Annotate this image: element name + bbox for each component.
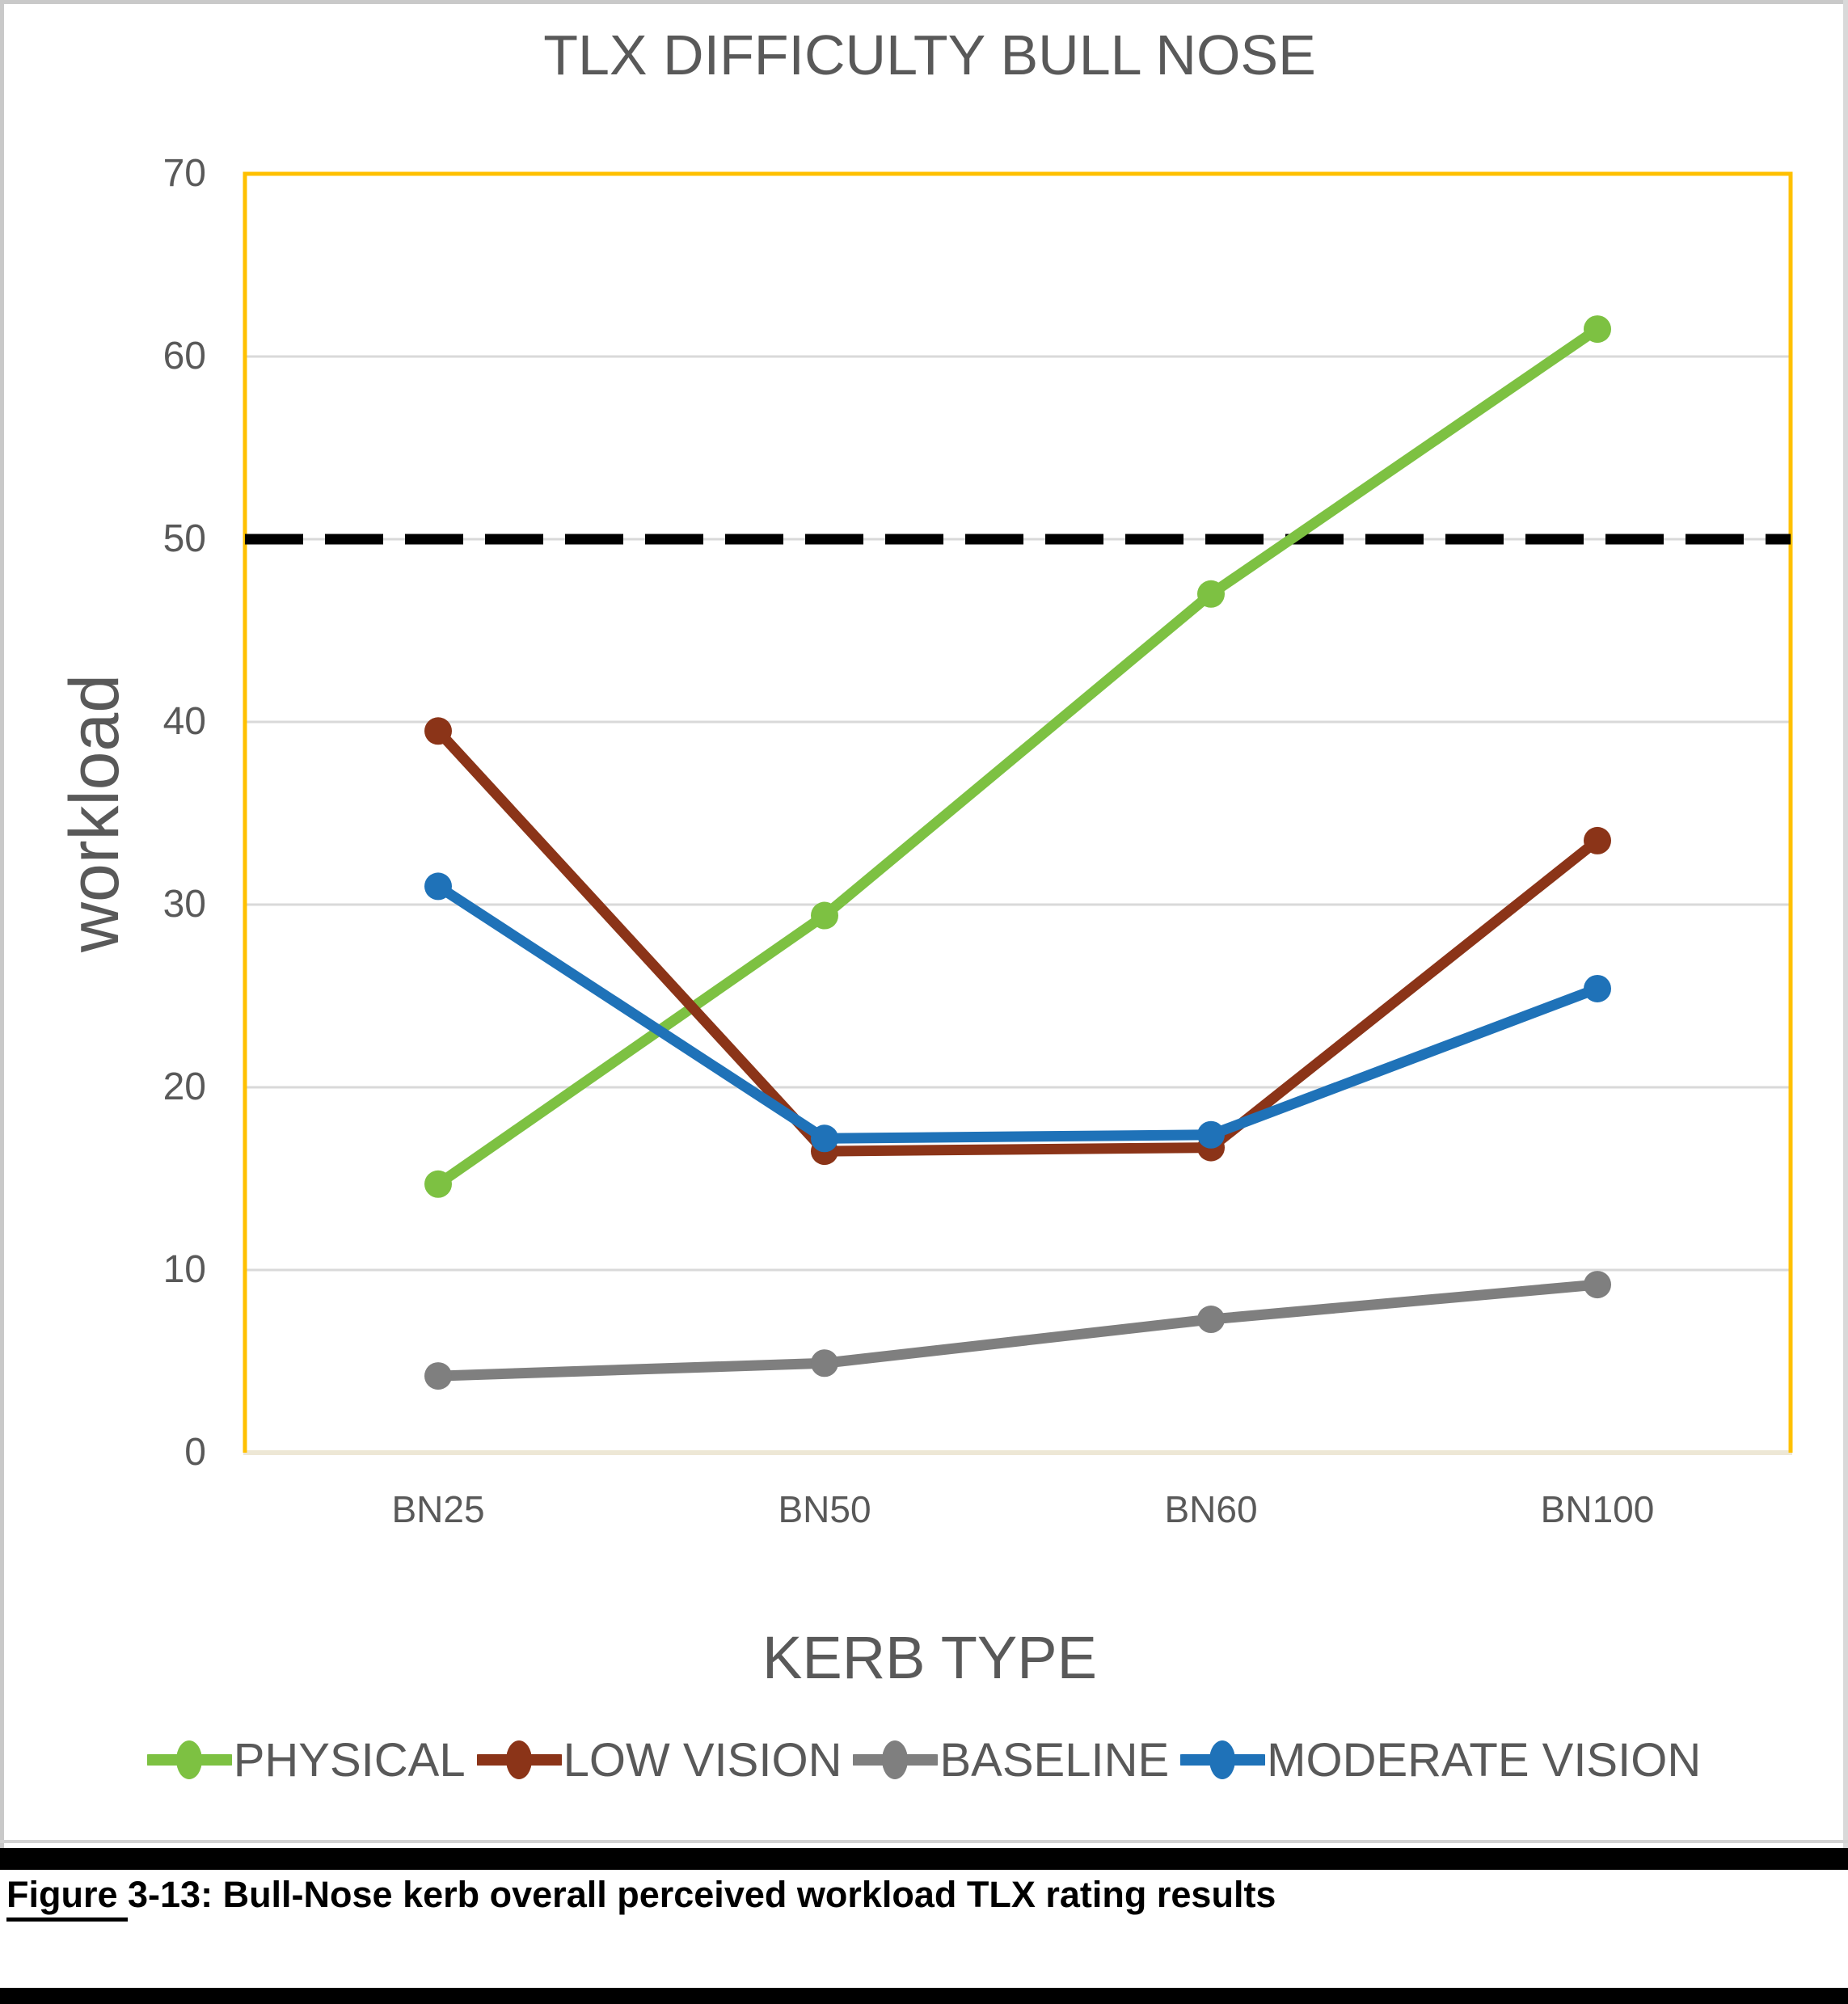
- series-line-physical: [432, 323, 1603, 1190]
- chart-title: TLX DIFFICULTY BULL NOSE: [543, 23, 1316, 86]
- series-marker-baseline-BN60: [1197, 1306, 1225, 1334]
- figure-caption-text: 3-13: Bull-Nose kerb overall perceived w…: [128, 1874, 1276, 1915]
- x-axis-title: KERB TYPE: [762, 1624, 1097, 1691]
- line-chart-plot: [243, 171, 1793, 1455]
- y-tick-label-0: 0: [184, 1431, 206, 1474]
- series-marker-physical-BN60: [1197, 580, 1225, 608]
- series-marker-low-vision-BN100: [1584, 826, 1611, 854]
- legend-item-low-vision: LOW VISION: [476, 1728, 842, 1791]
- y-tick-label-20: 20: [162, 1065, 206, 1108]
- y-tick-label-10: 10: [162, 1248, 206, 1291]
- black-bottom-bar: [0, 1988, 1848, 2004]
- legend-label-baseline: BASELINE: [939, 1733, 1170, 1787]
- legend-label-moderate-vision: MODERATE VISION: [1267, 1733, 1702, 1787]
- legend-label-physical: PHYSICAL: [233, 1733, 466, 1787]
- page-left-border: [0, 0, 4, 1848]
- series-line-low-vision: [432, 725, 1603, 1157]
- figure-caption: Figure 3-13: Bull-Nose kerb overall perc…: [6, 1874, 1842, 1922]
- page-right-border: [1843, 0, 1848, 1848]
- separator-rule: [0, 1840, 1848, 1843]
- y-tick-label-70: 70: [162, 152, 206, 195]
- y-tick-label-60: 60: [162, 335, 206, 378]
- series-marker-moderate-vision-BN100: [1584, 974, 1611, 1002]
- y-tick-label-50: 50: [162, 517, 206, 560]
- series-line-moderate-vision: [432, 880, 1603, 1144]
- chart-legend: PHYSICAL LOW VISION BASELINE MODERATE VISIO…: [0, 1728, 1848, 1791]
- x-tick-label-BN50: BN50: [778, 1488, 871, 1530]
- x-tick-label-BN25: BN25: [391, 1488, 485, 1530]
- series-line-baseline: [432, 1279, 1603, 1382]
- y-tick-label-30: 30: [162, 883, 206, 926]
- legend-item-physical: PHYSICAL: [146, 1728, 466, 1791]
- series-marker-baseline-BN50: [811, 1349, 838, 1377]
- y-tick-label-40: 40: [162, 700, 206, 743]
- series-marker-physical-BN100: [1584, 315, 1611, 344]
- series-marker-physical-BN50: [811, 901, 838, 930]
- legend-marker-moderate-vision: [1180, 1740, 1266, 1779]
- series-marker-low-vision-BN25: [424, 717, 452, 745]
- series-marker-physical-BN25: [424, 1170, 452, 1198]
- page-top-border: [0, 0, 1848, 4]
- figure-caption-prefix: Figure: [6, 1874, 129, 1922]
- legend-marker-physical: [146, 1740, 232, 1779]
- x-tick-label-BN60: BN60: [1164, 1488, 1258, 1530]
- legend-item-moderate-vision: MODERATE VISION: [1180, 1728, 1701, 1791]
- black-divider-bar: [0, 1848, 1848, 1870]
- series-marker-moderate-vision-BN25: [424, 872, 452, 901]
- series-marker-baseline-BN25: [424, 1362, 452, 1390]
- series-marker-moderate-vision-BN50: [811, 1124, 838, 1153]
- legend-marker-baseline: [853, 1740, 939, 1779]
- plot-border: [243, 171, 1793, 1453]
- legend-item-baseline: BASELINE: [853, 1728, 1169, 1791]
- x-tick-label-BN100: BN100: [1540, 1488, 1655, 1530]
- legend-label-low-vision: LOW VISION: [563, 1733, 842, 1787]
- legend-marker-low-vision: [476, 1740, 562, 1779]
- series-marker-moderate-vision-BN60: [1197, 1120, 1225, 1149]
- series-marker-baseline-BN100: [1584, 1271, 1611, 1299]
